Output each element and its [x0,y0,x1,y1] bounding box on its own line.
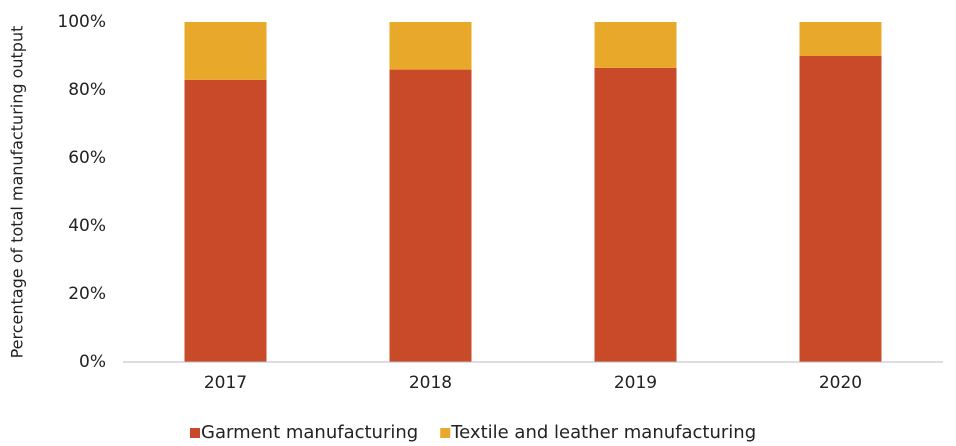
x-tick-label: 2020 [819,373,862,393]
y-axis-title: Percentage of total manufacturing output [8,26,27,359]
legend-swatch [440,428,451,438]
legend-label: Textile and leather manufacturing [450,422,756,443]
bar-segment [389,69,472,362]
bar-segment [594,67,677,363]
x-tick-label: 2017 [204,373,247,393]
x-tick-label: 2019 [614,373,657,393]
y-tick-label: 20% [68,284,106,304]
bar-segment [594,22,677,68]
x-tick-label: 2018 [409,373,452,393]
bar-segment [799,22,882,56]
bar-segment [799,56,882,362]
bar-segment [184,79,267,363]
bar-segment [184,22,267,80]
y-tick-label: 0% [79,352,106,372]
y-tick-label: 100% [57,12,106,32]
y-tick-label: 40% [68,216,106,236]
bar-segment [389,22,472,70]
y-tick-label: 60% [68,148,106,168]
legend-label: Garment manufacturing [201,422,418,443]
legend-swatch [190,428,200,438]
y-tick-label: 80% [68,80,106,100]
